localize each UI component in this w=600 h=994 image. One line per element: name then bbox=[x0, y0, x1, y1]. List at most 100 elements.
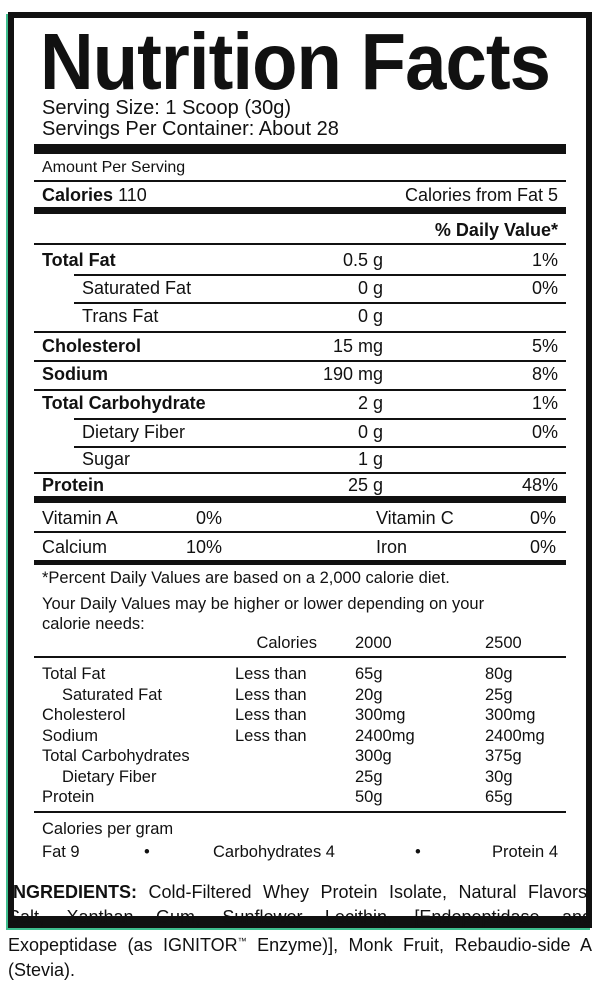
nutrient-name: Total Fat bbox=[42, 250, 116, 270]
dv-table-2500: 65g bbox=[485, 788, 513, 806]
dv-table-2000: 20g bbox=[355, 685, 383, 704]
calories-label: Calories bbox=[42, 185, 114, 205]
divider bbox=[34, 531, 566, 533]
vitamin-name: Calcium bbox=[42, 537, 108, 557]
ingredients-text-end: Enzyme)], Monk Fruit, Rebaudio-side A (S… bbox=[8, 935, 592, 980]
nutrient-daily-value: 0% bbox=[531, 422, 558, 442]
vitamin-daily-value: 10% bbox=[185, 537, 222, 557]
calories-row: Calories 110 bbox=[42, 183, 147, 207]
dv-table-2500: 2400mg bbox=[485, 726, 545, 745]
divider bbox=[34, 472, 566, 474]
nutrient-name: Sugar bbox=[82, 449, 131, 469]
header-calories: Calories bbox=[256, 634, 317, 652]
dv-table-qualifier: Less than bbox=[235, 685, 307, 704]
dv-table-name: Dietary Fiber bbox=[62, 767, 157, 786]
vitamin-name: Iron bbox=[376, 537, 408, 557]
divider bbox=[74, 418, 566, 420]
dv-table-2500: 25g bbox=[485, 685, 513, 704]
dv-table-name: Sodium bbox=[42, 726, 98, 745]
header-2500: 2500 bbox=[485, 634, 522, 652]
amount-per-serving: Amount Per Serving bbox=[42, 159, 186, 176]
nutrient-amount: 0 g bbox=[357, 306, 383, 326]
serving-size: Serving Size: 1 Scoop (30g) bbox=[42, 97, 292, 119]
vitamin-daily-value: 0% bbox=[529, 508, 556, 528]
nutrient-name: Protein bbox=[42, 475, 105, 495]
divider bbox=[74, 302, 566, 304]
nutrient-name: Trans Fat bbox=[82, 306, 159, 326]
nutrient-daily-value: 0% bbox=[531, 278, 558, 298]
dv-table-name: Saturated Fat bbox=[62, 685, 162, 704]
nutrient-amount: 2 g bbox=[357, 393, 383, 413]
footnote-line1: *Percent Daily Values are based on a 2,0… bbox=[42, 569, 450, 587]
nutrient-amount: 0 g bbox=[357, 422, 383, 442]
calories-from-fat: Calories from Fat 5 bbox=[404, 185, 558, 205]
dv-table-2500: 80g bbox=[485, 665, 513, 683]
nutrient-amount: 190 mg bbox=[322, 364, 383, 384]
title: Nutrition Facts bbox=[40, 17, 551, 106]
nutrient-amount: 25 g bbox=[347, 475, 383, 495]
divider bbox=[34, 360, 566, 362]
divider bbox=[74, 274, 566, 276]
dv-table-2500: 375g bbox=[485, 747, 522, 765]
dv-table-qualifier: Less than bbox=[235, 706, 307, 724]
servings-per-container: Servings Per Container: About 28 bbox=[42, 118, 339, 140]
medium-divider bbox=[34, 207, 566, 214]
daily-value-header: % Daily Value* bbox=[434, 220, 558, 240]
dv-table-qualifier: Less than bbox=[235, 726, 307, 745]
divider bbox=[34, 331, 566, 333]
ingredients: INGREDIENTS: Cold-Filtered Whey Protein … bbox=[8, 880, 592, 982]
trademark-symbol: ™ bbox=[237, 936, 247, 946]
thick-divider bbox=[34, 144, 566, 154]
dv-table-name: Total Fat bbox=[42, 665, 106, 683]
dv-table-name: Protein bbox=[42, 788, 95, 806]
dv-table-qualifier: Less than bbox=[235, 665, 307, 683]
ingredients-text: Cold-Filtered Whey Protein Isolate, Natu… bbox=[8, 882, 592, 955]
nutrient-amount: 1 g bbox=[357, 449, 383, 469]
nutrient-daily-value: 48% bbox=[521, 475, 558, 495]
ingredients-label: INGREDIENTS: bbox=[8, 882, 138, 902]
divider bbox=[34, 243, 566, 245]
vitamin-daily-value: 0% bbox=[529, 537, 556, 557]
nutrient-daily-value: 8% bbox=[531, 364, 558, 384]
vitamin-name: Vitamin A bbox=[42, 508, 118, 528]
dv-table-2000: 300g bbox=[355, 747, 392, 765]
nutrient-name: Saturated Fat bbox=[82, 278, 192, 298]
dv-table-2000: 300mg bbox=[355, 706, 406, 724]
bullet: • bbox=[144, 843, 150, 861]
calories-value: 110 bbox=[118, 185, 147, 205]
carbs-per-gram: Carbohydrates 4 bbox=[213, 843, 335, 861]
nutrition-facts-panel bbox=[8, 12, 592, 928]
dv-table-2500: 30g bbox=[485, 767, 513, 786]
medium-divider bbox=[34, 496, 566, 503]
footnote-line3: calorie needs: bbox=[42, 615, 145, 633]
nutrient-amount: 0 g bbox=[357, 278, 383, 298]
protein-per-gram: Protein 4 bbox=[491, 843, 558, 861]
divider bbox=[34, 656, 566, 658]
dv-table-name: Cholesterol bbox=[42, 706, 126, 724]
bullet: • bbox=[415, 843, 421, 861]
divider bbox=[74, 446, 566, 448]
nutrient-amount: 15 mg bbox=[332, 336, 383, 356]
medium-divider bbox=[34, 560, 566, 565]
calories-per-gram: Calories per gram bbox=[42, 820, 174, 838]
header-2000: 2000 bbox=[355, 634, 392, 652]
dv-table-2000: 2400mg bbox=[355, 726, 415, 745]
fat-per-gram: Fat 9 bbox=[42, 843, 80, 861]
dv-table-2000: 65g bbox=[355, 665, 383, 683]
dv-table-2500: 300mg bbox=[485, 706, 536, 724]
vitamin-name: Vitamin C bbox=[376, 508, 454, 528]
nutrient-daily-value: 1% bbox=[531, 250, 558, 270]
dv-table-2000: 50g bbox=[355, 788, 383, 806]
nutrient-name: Sodium bbox=[42, 364, 108, 384]
footnote-line2: Your Daily Values may be higher or lower… bbox=[42, 595, 485, 613]
nutrient-name: Total Carbohydrate bbox=[42, 393, 206, 413]
nutrient-daily-value: 1% bbox=[531, 393, 558, 413]
divider bbox=[34, 811, 566, 813]
divider bbox=[34, 389, 566, 391]
nutrient-daily-value: 5% bbox=[531, 336, 558, 356]
vitamin-daily-value: 0% bbox=[195, 508, 222, 528]
nutrient-amount: 0.5 g bbox=[342, 250, 383, 270]
dv-table-name: Total Carbohydrates bbox=[42, 747, 190, 765]
nutrient-name: Dietary Fiber bbox=[82, 422, 186, 442]
dv-table-2000: 25g bbox=[355, 767, 383, 786]
